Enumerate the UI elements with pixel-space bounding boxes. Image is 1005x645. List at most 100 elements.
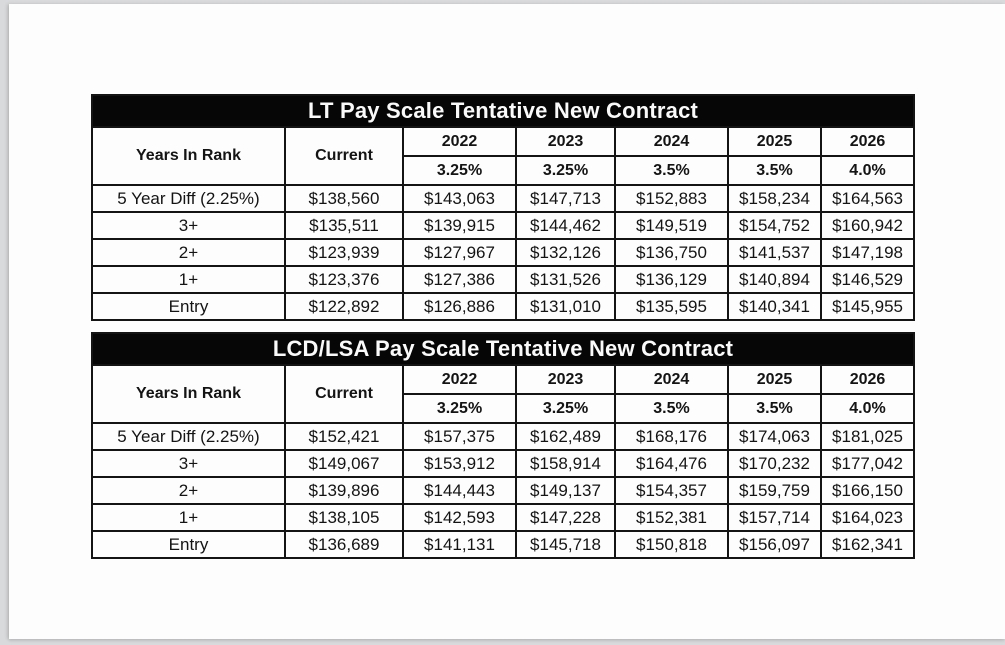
pay-value: $122,892	[284, 292, 404, 321]
row-label: Entry	[91, 292, 286, 321]
row-label: 3+	[91, 449, 286, 478]
raise-header: 4.0%	[819, 393, 916, 424]
pay-value: $143,063	[402, 184, 517, 213]
pay-value: $158,234	[727, 184, 822, 213]
pay-value: $132,126	[515, 238, 616, 267]
table-row: 2+ $123,939 $127,967 $132,126 $136,750 $…	[91, 238, 916, 267]
row-label: 2+	[91, 476, 286, 505]
years-in-rank-header: Years In Rank	[91, 126, 286, 186]
row-label: 2+	[91, 238, 286, 267]
current-header: Current	[284, 126, 404, 186]
raise-header: 3.25%	[402, 393, 517, 424]
year-header: 2024	[614, 364, 729, 395]
pay-value: $166,150	[819, 476, 916, 505]
year-header: 2023	[515, 364, 616, 395]
table-row: Entry $136,689 $141,131 $145,718 $150,81…	[91, 530, 916, 559]
raise-header: 3.5%	[614, 393, 729, 424]
pay-value: $146,529	[819, 265, 916, 294]
pay-value: $139,896	[284, 476, 404, 505]
table-title: LT Pay Scale Tentative New Contract	[90, 94, 916, 128]
pay-value: $123,939	[284, 238, 404, 267]
pay-value: $157,714	[727, 503, 822, 532]
pay-value: $149,137	[515, 476, 616, 505]
pay-value: $145,718	[515, 530, 616, 559]
pay-value: $127,386	[402, 265, 517, 294]
table-row: 5 Year Diff (2.25%) $138,560 $143,063 $1…	[91, 184, 916, 213]
raise-header: 3.25%	[402, 155, 517, 186]
pay-value: $135,511	[284, 211, 404, 240]
raise-header: 3.5%	[614, 155, 729, 186]
pay-value: $168,176	[614, 422, 729, 451]
pay-value: $136,750	[614, 238, 729, 267]
pay-value: $162,489	[515, 422, 616, 451]
pay-value: $154,357	[614, 476, 729, 505]
pay-value: $123,376	[284, 265, 404, 294]
pay-value: $177,042	[819, 449, 916, 478]
pay-value: $159,759	[727, 476, 822, 505]
table-row: 2+ $139,896 $144,443 $149,137 $154,357 $…	[91, 476, 916, 505]
pay-value: $138,560	[284, 184, 404, 213]
current-header: Current	[284, 364, 404, 424]
pay-value: $152,381	[614, 503, 729, 532]
year-header: 2023	[515, 126, 616, 157]
pay-value: $174,063	[727, 422, 822, 451]
pay-value: $152,883	[614, 184, 729, 213]
row-label: 1+	[91, 503, 286, 532]
years-in-rank-header: Years In Rank	[91, 364, 286, 424]
pay-value: $140,894	[727, 265, 822, 294]
pay-value: $164,023	[819, 503, 916, 532]
year-header: 2022	[402, 364, 517, 395]
pay-value: $149,519	[614, 211, 729, 240]
raise-header: 3.25%	[515, 155, 616, 186]
pay-value: $149,067	[284, 449, 404, 478]
year-header-row: Years In Rank Current 2022 2023 2024 202…	[91, 126, 916, 186]
pay-value: $157,375	[402, 422, 517, 451]
pay-value: $144,462	[515, 211, 616, 240]
pay-value: $147,198	[819, 238, 916, 267]
lt-pay-scale-table: LT Pay Scale Tentative New Contract Year…	[90, 94, 916, 321]
year-header: 2025	[727, 364, 822, 395]
pay-value: $131,526	[515, 265, 616, 294]
year-header: 2022	[402, 126, 517, 157]
pay-value: $139,915	[402, 211, 517, 240]
scanned-page: LT Pay Scale Tentative New Contract Year…	[9, 4, 1005, 639]
year-header: 2026	[819, 364, 916, 395]
pay-value: $153,912	[402, 449, 517, 478]
row-label: 5 Year Diff (2.25%)	[91, 184, 286, 213]
pay-value: $142,593	[402, 503, 517, 532]
pay-value: $138,105	[284, 503, 404, 532]
table-row: 1+ $123,376 $127,386 $131,526 $136,129 $…	[91, 265, 916, 294]
pay-value: $162,341	[819, 530, 916, 559]
table-row: 3+ $135,511 $139,915 $144,462 $149,519 $…	[91, 211, 916, 240]
pay-value: $135,595	[614, 292, 729, 321]
year-header: 2026	[819, 126, 916, 157]
table-title: LCD/LSA Pay Scale Tentative New Contract	[90, 332, 916, 366]
pay-value: $136,129	[614, 265, 729, 294]
pay-value: $164,476	[614, 449, 729, 478]
row-label: Entry	[91, 530, 286, 559]
pay-value: $158,914	[515, 449, 616, 478]
pay-value: $147,713	[515, 184, 616, 213]
pay-value: $150,818	[614, 530, 729, 559]
row-label: 1+	[91, 265, 286, 294]
raise-header: 3.25%	[515, 393, 616, 424]
row-label: 3+	[91, 211, 286, 240]
year-header: 2024	[614, 126, 729, 157]
pay-value: $170,232	[727, 449, 822, 478]
year-header: 2025	[727, 126, 822, 157]
pay-value: $145,955	[819, 292, 916, 321]
pay-value: $144,443	[402, 476, 517, 505]
raise-header-row: 3.25% 3.25% 3.5% 3.5% 4.0%	[92, 155, 916, 186]
raise-header: 3.5%	[727, 155, 822, 186]
pay-value: $160,942	[819, 211, 916, 240]
table-row: Entry $122,892 $126,886 $131,010 $135,59…	[91, 292, 916, 321]
pay-value: $156,097	[727, 530, 822, 559]
pay-value: $141,537	[727, 238, 822, 267]
year-header-row: Years In Rank Current 2022 2023 2024 202…	[91, 364, 916, 424]
pay-value: $126,886	[402, 292, 517, 321]
raise-header-row: 3.25% 3.25% 3.5% 3.5% 4.0%	[92, 393, 916, 424]
pay-value: $154,752	[727, 211, 822, 240]
table-row: 3+ $149,067 $153,912 $158,914 $164,476 $…	[91, 449, 916, 478]
pay-value: $140,341	[727, 292, 822, 321]
pay-value: $152,421	[284, 422, 404, 451]
